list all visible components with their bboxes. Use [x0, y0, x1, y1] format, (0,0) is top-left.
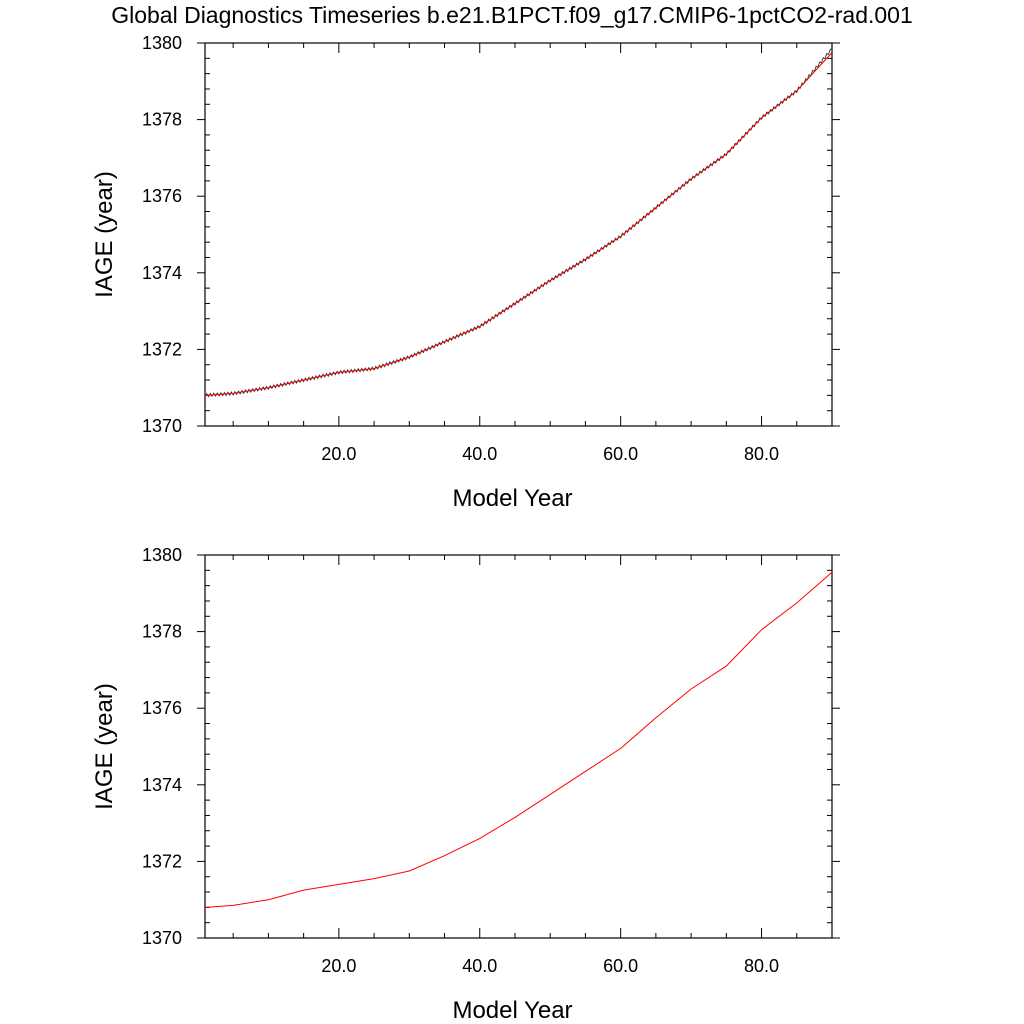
x-axis-title: Model Year	[452, 485, 572, 512]
series-line-annual	[204, 571, 833, 908]
x-tick-label: 60.0	[603, 444, 638, 464]
y-tick-label: 1372	[142, 851, 182, 871]
chart-panel-1: 20.0 40.0 60.0 80.0 1370 1372 1374 1376 1378 1380…	[91, 33, 840, 512]
y-tick-label: 1380	[142, 545, 182, 565]
x-tick-label: 80.0	[744, 444, 779, 464]
plot-frame	[204, 42, 833, 427]
x-axis-title: Model Year	[452, 997, 572, 1024]
series-line-annual	[204, 52, 833, 396]
x-tick-label: 40.0	[462, 444, 497, 464]
y-tick-label: 1370	[142, 416, 182, 436]
x-tick-label: 60.0	[603, 956, 638, 976]
y-tick-label: 1376	[142, 186, 182, 206]
figure-title: Global Diagnostics Timeseries b.e21.B1PC…	[111, 2, 913, 28]
x-tick-label: 40.0	[462, 956, 497, 976]
y-tick-label: 1378	[142, 622, 182, 642]
x-tick-label: 20.0	[321, 444, 356, 464]
y-tick-label: 1374	[142, 775, 182, 795]
y-axis-title: IAGE (year)	[91, 683, 118, 810]
y-tick-label: 1374	[142, 263, 182, 283]
x-tick-label: 20.0	[321, 956, 356, 976]
y-tick-label: 1380	[142, 33, 182, 53]
series-line-monthly	[204, 48, 833, 398]
y-tick-label: 1372	[142, 339, 182, 359]
y-tick-label: 1370	[142, 928, 182, 948]
y-tick-label: 1378	[142, 110, 182, 130]
chart-panel-2: 20.0 40.0 60.0 80.0 1370 1372 1374 1376 1378 1380…	[91, 545, 840, 1024]
x-tick-label: 80.0	[744, 956, 779, 976]
plot-frame	[204, 554, 833, 939]
y-tick-label: 1376	[142, 698, 182, 718]
y-axis-title: IAGE (year)	[91, 171, 118, 298]
